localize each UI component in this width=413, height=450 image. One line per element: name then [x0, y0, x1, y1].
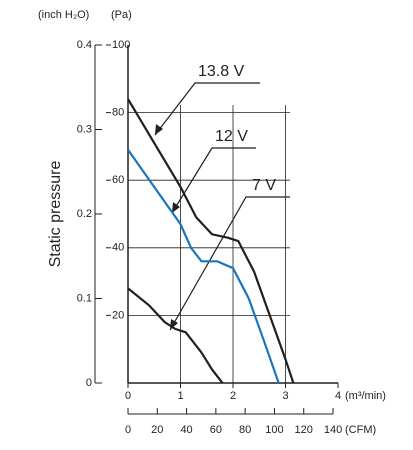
series-line — [127, 149, 280, 384]
x2-tick-label: 0 — [125, 424, 131, 436]
x2-tick-label: 140 — [324, 424, 342, 436]
annotation-leaders — [154, 82, 290, 331]
series-label: 13.8 V — [198, 63, 245, 80]
y2-tick-label: 0.2 — [77, 208, 92, 220]
series-line — [127, 287, 224, 384]
x2-tick-label: 40 — [180, 424, 192, 436]
y2-tick-label: 0 — [86, 377, 92, 389]
y-tick-label: 20 — [112, 309, 124, 321]
y2-tick-label: 0.4 — [77, 39, 92, 51]
y2-tick-label: 0.1 — [77, 292, 92, 304]
x2-tick-label: 20 — [151, 424, 163, 436]
series-line — [127, 98, 295, 384]
y-tick-label: 100 — [112, 39, 130, 51]
x2-tick-label: 80 — [239, 424, 251, 436]
x-tick-label: 3 — [282, 390, 288, 402]
x-unit: (m³/min) — [345, 390, 386, 402]
y2-tick-label: 0.3 — [77, 123, 92, 135]
x-tick-label: 4 — [335, 390, 341, 402]
series-label: 12 V — [215, 128, 248, 145]
y-tick-label: 80 — [112, 107, 124, 119]
x2-unit: (CFM) — [345, 424, 376, 436]
series-label: 7 V — [252, 177, 276, 194]
y-unit: (Pa) — [111, 9, 132, 21]
y-tick-label: 60 — [112, 174, 124, 186]
y-label: Static pressure — [47, 161, 64, 268]
x2-tick-label: 120 — [295, 424, 313, 436]
x2-tick-label: 100 — [265, 424, 283, 436]
y-tick-label: 40 — [112, 242, 124, 254]
x2-tick-label: 60 — [210, 424, 222, 436]
x-tick-label: 2 — [230, 390, 236, 402]
annotation-arrowheads — [155, 124, 180, 330]
x-tick-label: 0 — [125, 390, 131, 402]
x-tick-label: 1 — [177, 390, 183, 402]
y2-unit: (inch H₂O) — [38, 9, 89, 21]
